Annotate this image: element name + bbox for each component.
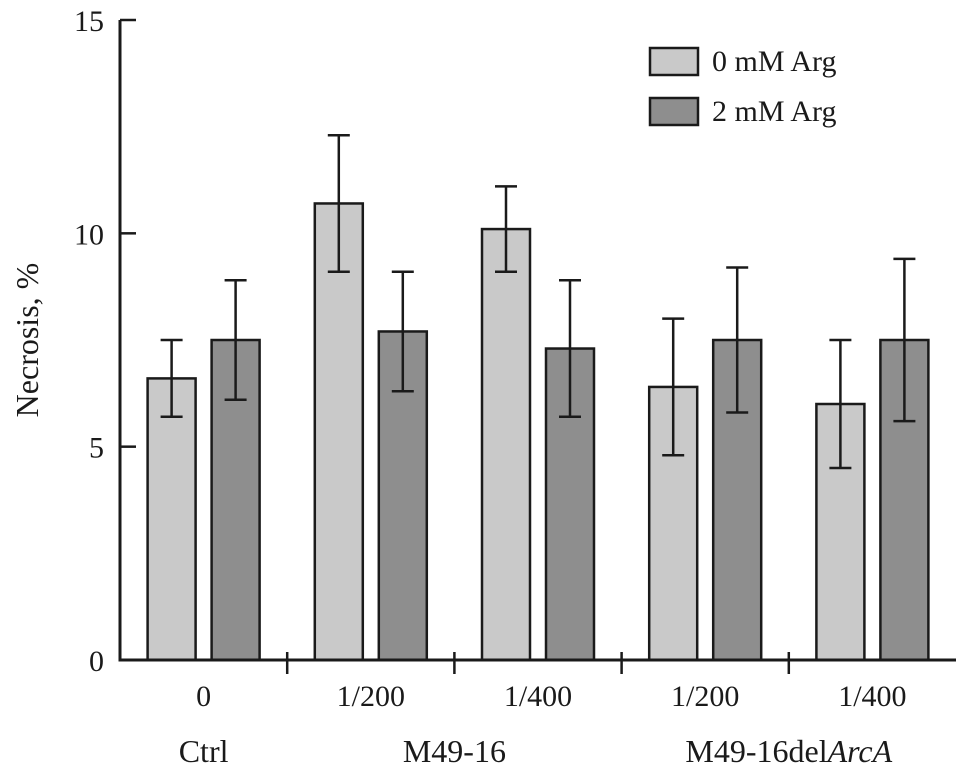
bar-0-mm-arg-0 [146,377,197,662]
bar-0-mm-arg-1/400 [480,227,532,662]
y-tick-label: 0 [89,645,104,678]
y-tick-label: 15 [74,5,104,38]
legend-label: 0 mM Arg [712,45,836,78]
x-tick-label: 1/200 [671,680,739,713]
legend-label: 2 mM Arg [712,95,836,128]
y-axis-label: Necrosis, % [9,263,45,418]
y-tick-label: 5 [89,432,104,465]
x-tick-label: 0 [196,680,211,713]
legend-swatch-dark [648,96,700,127]
group-label: M49-16delArcA [685,733,892,769]
legend-swatch-light [648,46,700,77]
group-label: M49-16 [403,733,506,769]
y-tick-label: 10 [74,218,104,251]
x-tick-label: 1/400 [504,680,572,713]
x-tick-label: 1/400 [838,680,906,713]
x-tick-label: 1/200 [337,680,405,713]
group-label: Ctrl [179,733,229,769]
